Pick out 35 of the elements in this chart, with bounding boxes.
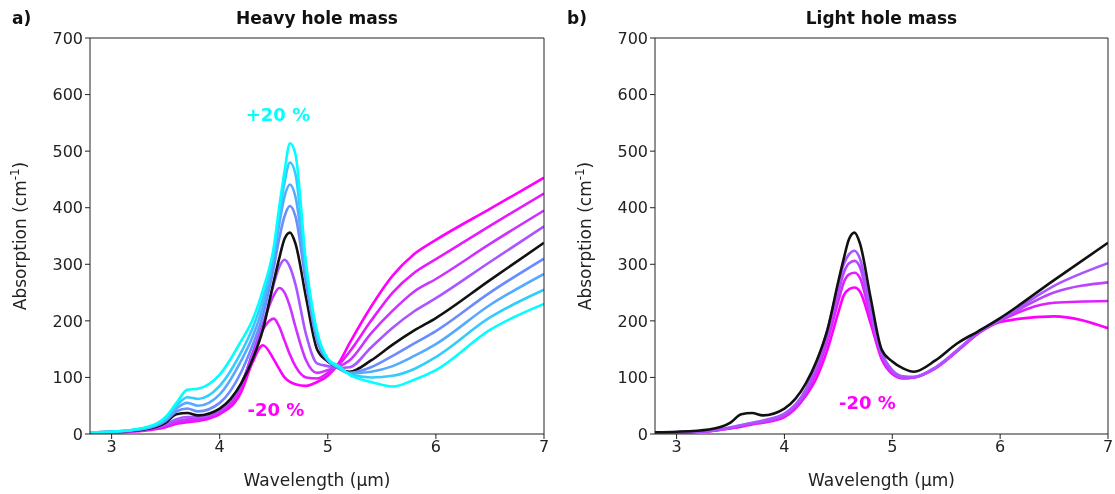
y-tick-label: 600 [617,85,648,105]
x-tick-label: 3 [671,437,682,457]
series-label: +20 % [245,104,311,126]
y-tick-label: 700 [617,28,648,48]
x-tick-label: 7 [1102,437,1114,457]
y-tick-label: 100 [617,368,648,388]
y-tick-label: 400 [617,198,648,218]
y-tick-label: 400 [52,198,83,218]
x-tick-label: 5 [322,437,333,457]
x-tick-label: 6 [995,437,1006,457]
y-tick-label: 500 [617,141,648,161]
x-axis-title: Wavelength (µm) [808,470,955,490]
y-tick-label: 500 [52,141,83,161]
text: b) [567,8,587,28]
x-tick-label: 3 [106,437,117,457]
series-label: -20 % [247,398,305,420]
x-tick-label: 5 [887,437,898,457]
y-tick-label: 300 [617,254,648,274]
chart-title: Light hole mass [805,8,958,28]
text: a) [12,8,32,28]
x-tick-label: 4 [779,437,790,457]
x-tick-label: 6 [430,437,441,457]
x-axis-title: Wavelength (µm) [243,470,391,490]
y-tick-label: 100 [52,368,83,388]
x-tick-label: 4 [214,437,225,457]
y-tick-label: 300 [52,254,83,274]
chart-title: Heavy hole mass [236,8,398,28]
y-tick-label: 0 [637,424,648,444]
y-tick-label: 0 [72,424,83,444]
y-tick-label: 600 [52,85,83,105]
x-tick-label: 7 [538,437,550,457]
y-tick-label: 200 [52,311,83,331]
y-tick-label: 700 [52,28,83,48]
y-tick-label: 200 [617,311,648,331]
series-label: -20 % [839,391,896,413]
